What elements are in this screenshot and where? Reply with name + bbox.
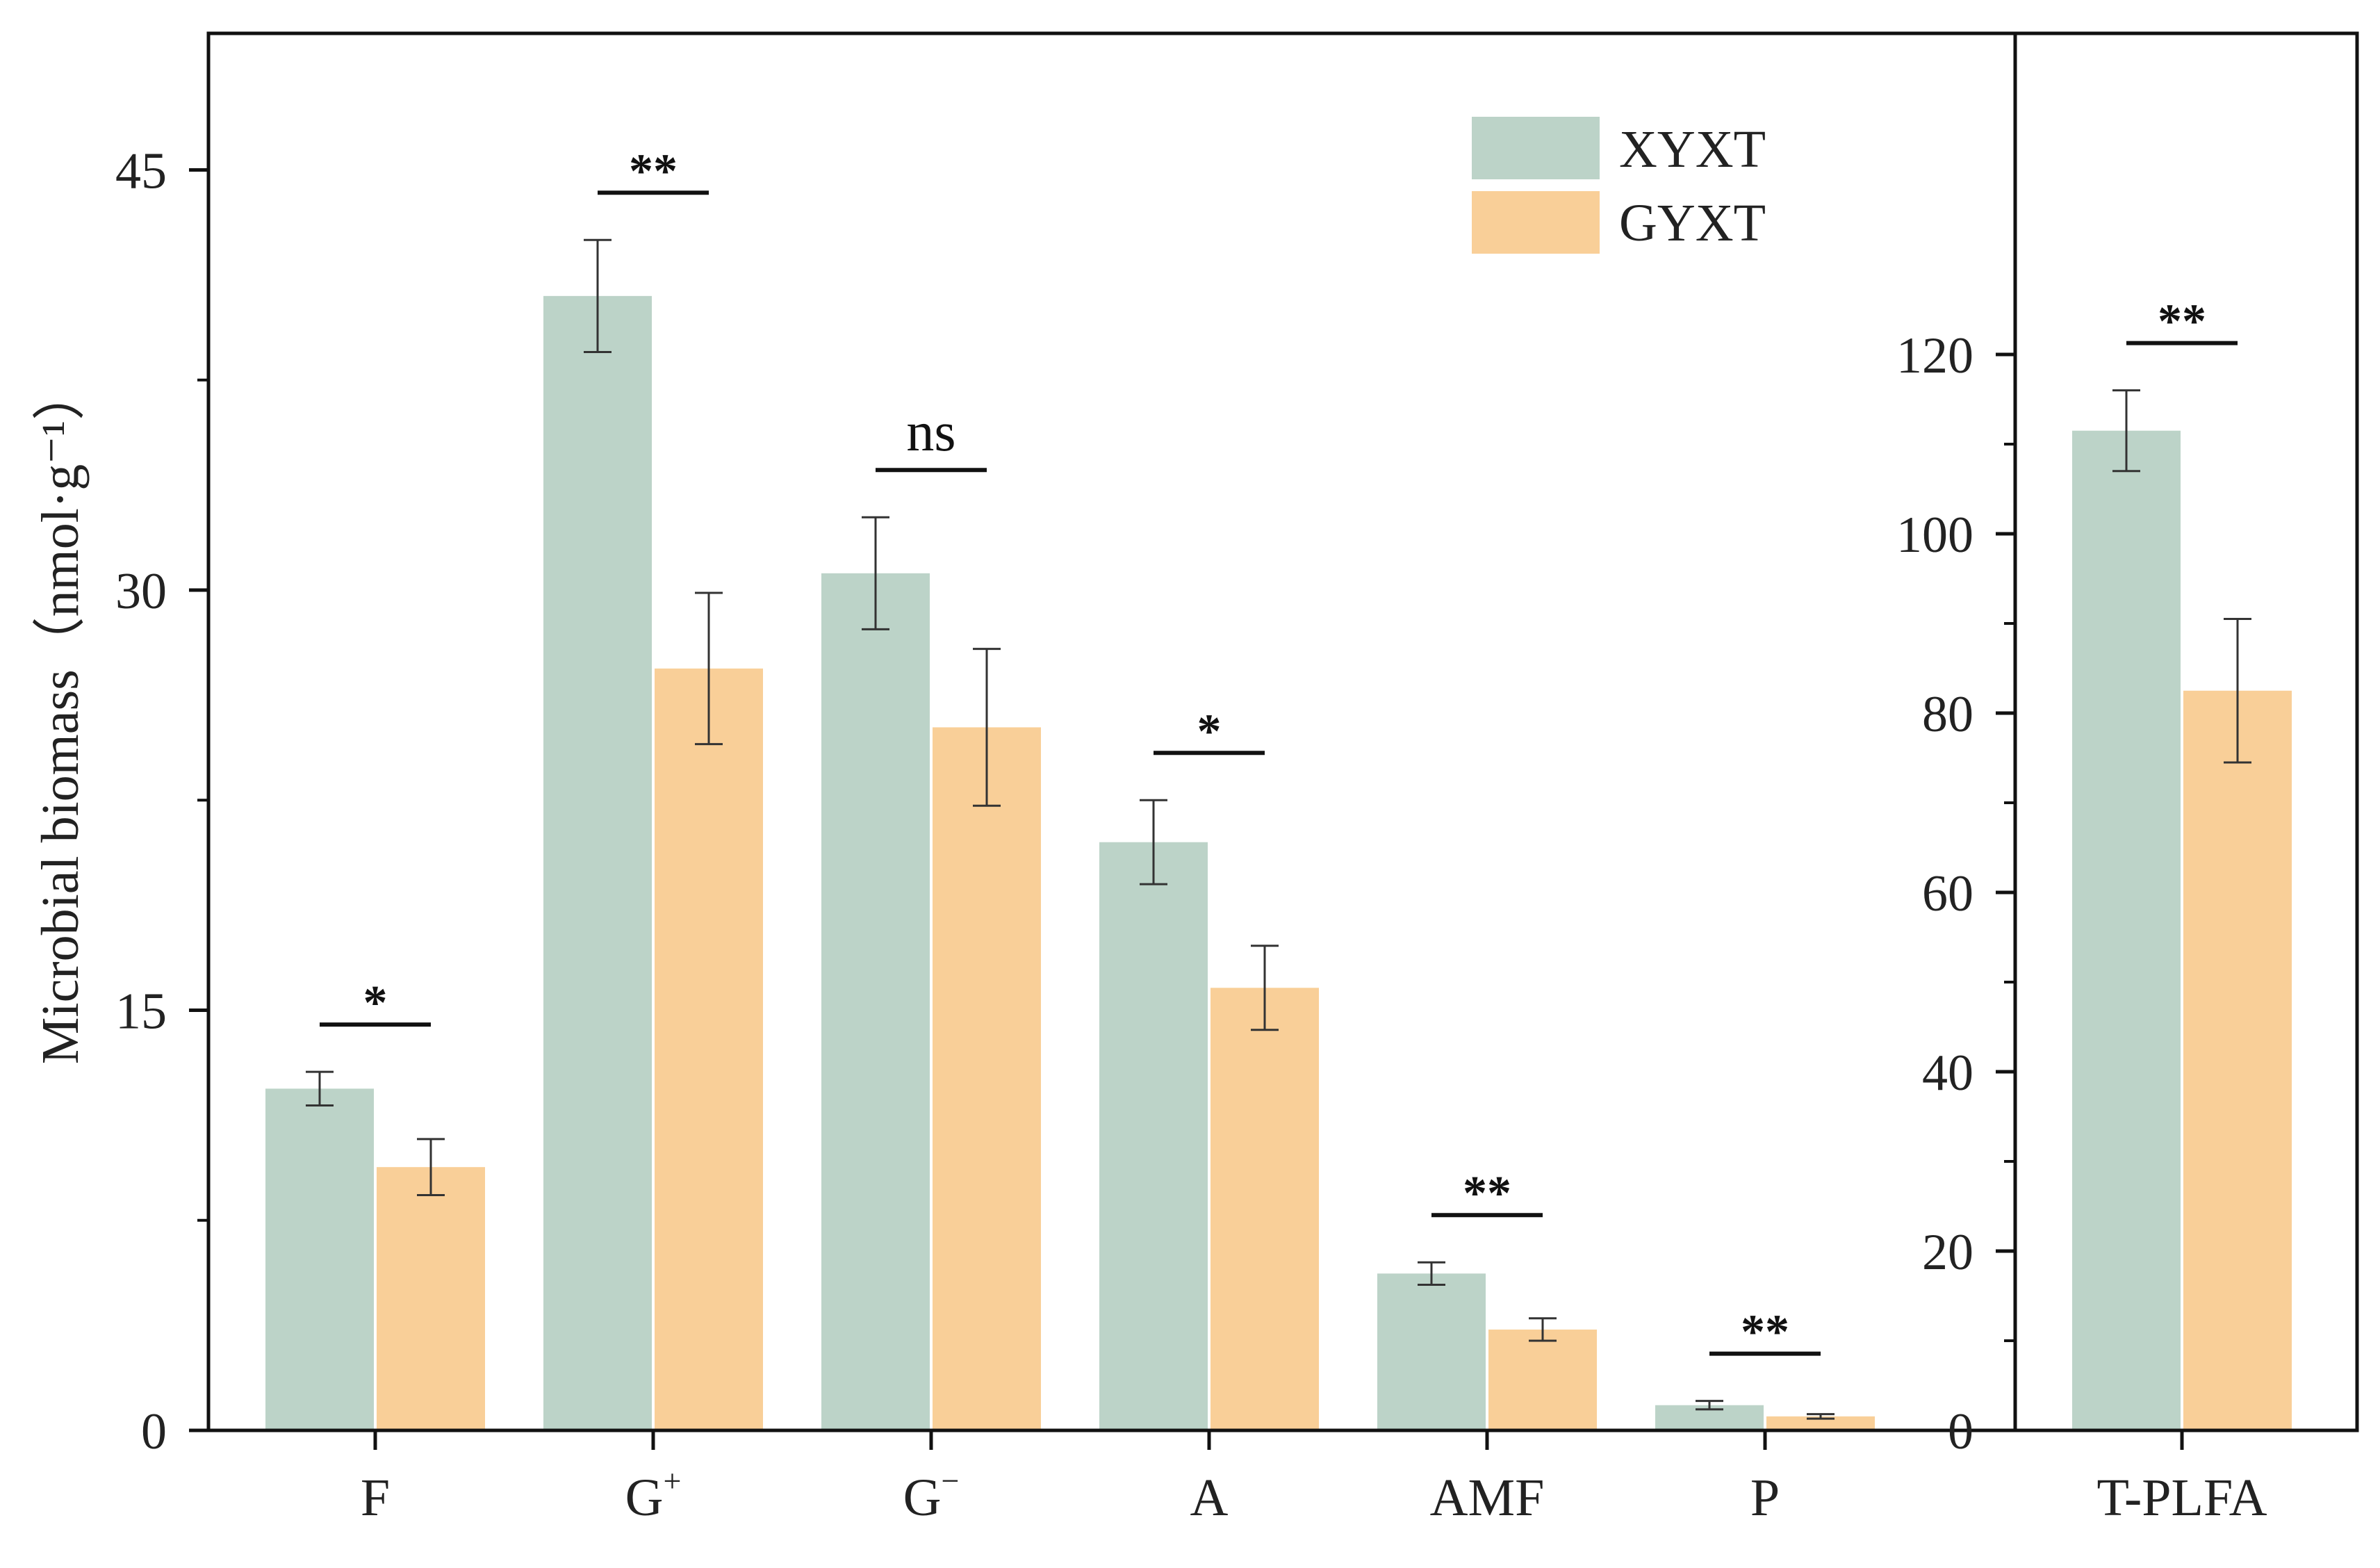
y-tick-label-right: 0 xyxy=(1948,1403,1973,1460)
x-tick-label: G+ xyxy=(625,1463,682,1527)
bar-gyxt-a xyxy=(1210,988,1319,1430)
error-bars-layer xyxy=(306,238,2251,1420)
x-tick-label: T-PLFA xyxy=(2097,1469,2267,1527)
y-axis-title: Microbial biomass（nmol·g⁻¹） xyxy=(31,368,90,1064)
bar-xyxt-f xyxy=(265,1088,374,1430)
bar-gyxt-p xyxy=(1766,1416,1875,1430)
y-tick-label-left: 0 xyxy=(141,1403,167,1460)
bar-gyxt-g-minus xyxy=(933,727,1041,1430)
bar-xyxt-tplfa xyxy=(2072,430,2181,1430)
bar-gyxt-amf xyxy=(1488,1329,1597,1430)
y-tick-label-right: 20 xyxy=(1922,1224,1973,1281)
significance-label: ns xyxy=(906,402,955,463)
y-tick-label-right: 40 xyxy=(1922,1045,1973,1102)
y-tick-label-right: 80 xyxy=(1922,686,1973,743)
axes-layer: 0 15 30 45 F G+ G− A AMF P 0 20 40 60 80 100 120 T-PLFA xyxy=(115,31,2359,1527)
significance-label: ** xyxy=(1741,1306,1789,1359)
significance-label: ** xyxy=(1463,1167,1511,1220)
significance-label: * xyxy=(1197,705,1222,758)
x-tick-label: F xyxy=(361,1469,390,1527)
significance-label: * xyxy=(363,977,388,1030)
significance-label: ** xyxy=(629,145,678,198)
y-tick-label-right: 60 xyxy=(1922,865,1973,922)
x-tick-label: G− xyxy=(903,1463,960,1527)
bar-gyxt-tplfa xyxy=(2183,690,2292,1430)
x-tick-label: A xyxy=(1190,1469,1229,1527)
legend: XYXT GYXT xyxy=(1472,117,1766,254)
plot-frame xyxy=(206,31,2359,1432)
legend-swatch-xyxt xyxy=(1472,117,1600,179)
legend-label-gyxt: GYXT xyxy=(1619,194,1766,252)
bar-gyxt-f xyxy=(377,1167,485,1430)
y-tick-label-left: 15 xyxy=(115,983,167,1040)
legend-swatch-gyxt xyxy=(1472,191,1600,254)
x-tick-label: P xyxy=(1750,1469,1780,1527)
y-tick-label-left: 30 xyxy=(115,563,167,620)
bar-xyxt-amf xyxy=(1377,1273,1486,1430)
y-tick-label-right: 120 xyxy=(1896,327,1973,384)
bar-gyxt-g-plus xyxy=(655,668,763,1430)
legend-label-xyxt: XYXT xyxy=(1619,120,1766,179)
y-tick-label-left: 45 xyxy=(115,143,167,200)
bar-xyxt-a xyxy=(1099,842,1208,1430)
bar-xyxt-g-minus xyxy=(821,573,930,1430)
x-tick-label: AMF xyxy=(1430,1469,1545,1527)
significance-label: ** xyxy=(2158,295,2206,349)
significance-layer: ***ns******* xyxy=(320,145,2238,1359)
bars-layer xyxy=(265,295,2292,1431)
bar-xyxt-g-plus xyxy=(543,295,652,1431)
y-tick-label-right: 100 xyxy=(1896,507,1973,564)
